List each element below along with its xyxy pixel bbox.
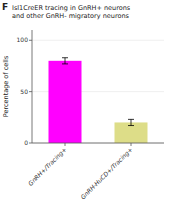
error-cap	[62, 57, 68, 58]
title-line: Isl1CreER tracing in GnRH+ neurons	[12, 4, 131, 12]
y-axis-label: Percentage of cells	[2, 55, 10, 117]
y-tick	[29, 40, 32, 41]
title-line: and other GnRH- migratory neurons	[12, 12, 130, 20]
error-line	[131, 119, 132, 125]
y-tick-label: 50	[20, 88, 28, 95]
y-tick	[29, 91, 32, 92]
bar	[115, 122, 148, 143]
x-tick-label: GnRH-HuCD+/Tracing+	[79, 146, 134, 200]
error-cap	[128, 119, 134, 120]
y-axis	[32, 30, 33, 143]
x-tick	[65, 143, 66, 146]
y-tick	[29, 143, 32, 144]
plot-area	[49, 58, 148, 143]
x-axis	[32, 143, 164, 144]
error-bar	[128, 119, 134, 125]
grid-line	[32, 40, 164, 41]
bar	[49, 61, 82, 143]
error-bar	[62, 58, 68, 64]
panel-label: F	[2, 2, 8, 12]
y-tick-label: 100	[17, 36, 29, 43]
y-tick-label: 0	[24, 139, 28, 146]
title: Isl1CreER tracing in GnRH+ neuronsand ot…	[12, 4, 131, 20]
error-cap	[128, 125, 134, 126]
grid-line	[32, 143, 164, 144]
error-line	[65, 58, 66, 64]
x-tick-label: GnRH+/Tracing+	[27, 146, 69, 188]
x-tick	[131, 143, 132, 146]
error-cap	[62, 63, 68, 64]
chart: F Isl1CreER tracing in GnRH+ neuronsand o…	[0, 0, 170, 200]
